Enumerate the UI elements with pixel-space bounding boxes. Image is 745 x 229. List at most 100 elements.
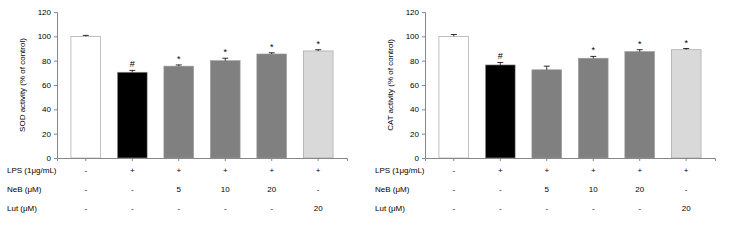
error-bar — [269, 53, 275, 54]
y-tick: 40 — [410, 105, 425, 114]
significance-label: # — [498, 51, 503, 61]
significance-label: * — [270, 42, 274, 52]
y-tick: 80 — [42, 57, 57, 66]
treatment-cell: + — [544, 166, 549, 175]
x-tick — [318, 158, 319, 161]
x-tick-mark — [318, 158, 319, 161]
y-tick-mark — [422, 61, 425, 62]
x-tick — [453, 158, 454, 161]
bar — [71, 36, 101, 158]
y-tick-label: 100 — [38, 32, 52, 41]
x-tick-mark — [593, 158, 594, 161]
y-tick-label: 60 — [410, 81, 419, 90]
treatment-cell: 5 — [545, 185, 550, 194]
chart: #***020406080100120CAT activity (% of co… — [375, 8, 716, 213]
x-tick — [593, 158, 594, 161]
treatment-cell: - — [84, 166, 87, 175]
significance-label: * — [223, 47, 227, 57]
y-tick: 60 — [42, 81, 57, 90]
error-bar — [83, 35, 89, 37]
significance-label: * — [177, 54, 181, 64]
x-axis-line — [426, 159, 716, 162]
treatment-cell: + — [223, 166, 228, 175]
bar — [210, 61, 240, 158]
y-tick: 100 — [406, 32, 425, 41]
error-cap — [315, 49, 321, 50]
y-axis-title: SOD activity (% of control) — [18, 38, 27, 132]
treatment-cell: - — [317, 185, 320, 194]
y-tick: 60 — [410, 81, 425, 90]
treatment-cell: + — [269, 166, 274, 175]
x-tick-mark — [225, 158, 226, 161]
bar — [578, 58, 608, 158]
y-tick: 120 — [38, 8, 57, 17]
x-tick — [132, 158, 133, 161]
treatment-label: LPS (1μg/mL) — [7, 166, 57, 175]
treatment-cell: - — [638, 204, 641, 213]
treatment-cell: + — [498, 166, 503, 175]
treatment-cell: 10 — [221, 185, 230, 194]
x-axis-line — [58, 159, 348, 162]
bar — [164, 66, 194, 158]
x-axis — [426, 158, 716, 161]
treatment-cell: + — [684, 166, 689, 175]
x-tick-mark — [453, 158, 454, 161]
bar — [485, 65, 515, 158]
error-cap — [637, 49, 643, 50]
error-cap — [451, 34, 457, 35]
x-tick — [500, 158, 501, 161]
error-cap — [129, 70, 135, 71]
significance-label: * — [684, 38, 688, 48]
treatment-cell: 20 — [314, 204, 323, 213]
y-axis: 020406080100120 — [406, 8, 426, 163]
error-cap — [176, 64, 182, 65]
treatment-cell: - — [270, 204, 273, 213]
x-tick — [225, 158, 226, 161]
treatment-cell: + — [637, 166, 642, 175]
significance-label: * — [638, 39, 642, 49]
x-tick — [686, 158, 687, 161]
treatment-label: Lut (μM) — [375, 204, 405, 213]
y-tick-mark — [422, 36, 425, 37]
y-axis: 020406080100120 — [38, 8, 58, 163]
y-tick: 0 — [415, 154, 425, 163]
y-tick-label: 80 — [42, 57, 51, 66]
y-tick-mark — [422, 109, 425, 110]
y-tick-label: 0 — [415, 154, 420, 163]
treatment-label: NeB (μM) — [7, 185, 42, 194]
error-bar — [222, 58, 228, 60]
treatment-label: NeB (μM) — [375, 185, 410, 194]
error-cap — [590, 56, 596, 57]
treatment-cell: - — [131, 204, 134, 213]
y-tick-mark — [54, 85, 57, 86]
x-tick-mark — [639, 158, 640, 161]
treatment-label: LPS (1μg/mL) — [375, 166, 425, 175]
error-bar — [637, 50, 643, 52]
plot-area — [439, 35, 701, 158]
treatment-label: Lut (μM) — [7, 204, 37, 213]
treatment-cell: - — [84, 185, 87, 194]
x-tick-mark — [85, 158, 86, 161]
error-cap — [222, 58, 228, 59]
treatment-cell: - — [499, 185, 502, 194]
x-tick — [271, 158, 272, 161]
error-bar — [544, 66, 550, 70]
treatment-cell: - — [452, 166, 455, 175]
y-tick: 0 — [47, 154, 57, 163]
error-cap — [497, 62, 503, 63]
significance-label: * — [591, 45, 595, 55]
y-tick: 20 — [42, 130, 57, 139]
x-tick — [546, 158, 547, 161]
treatment-cell: + — [316, 166, 321, 175]
treatment-cell: 10 — [589, 185, 598, 194]
y-axis-title: CAT activity (% of control) — [386, 39, 395, 131]
treatment-row: -+++++ — [84, 166, 320, 175]
x-tick — [178, 158, 179, 161]
y-tick-mark — [54, 61, 57, 62]
y-tick-mark — [54, 109, 57, 110]
y-tick-mark — [54, 134, 57, 135]
error-bar — [683, 49, 689, 50]
x-tick-mark — [271, 158, 272, 161]
treatment-cell: - — [452, 204, 455, 213]
treatment-cell: + — [130, 166, 135, 175]
